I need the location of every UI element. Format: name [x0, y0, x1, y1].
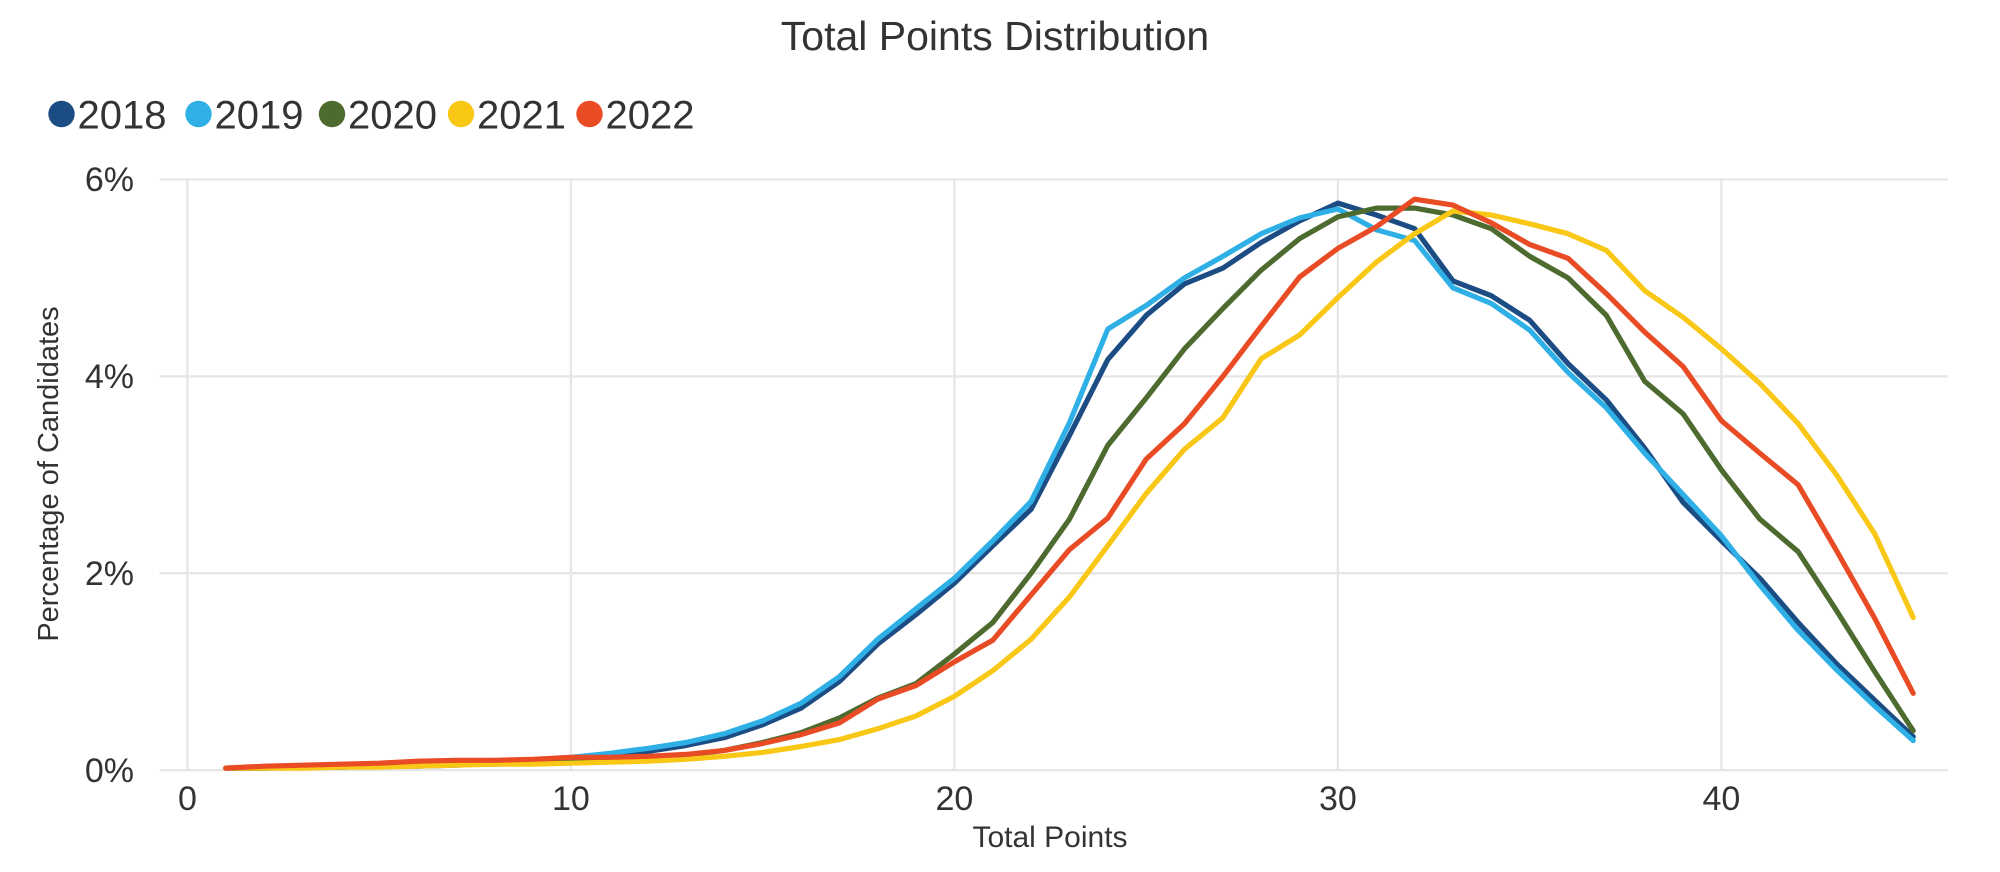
svg-text:0%: 0%	[85, 752, 134, 790]
svg-text:40: 40	[1702, 780, 1740, 818]
svg-text:Percentage of Candidates: Percentage of Candidates	[33, 306, 65, 641]
svg-text:2%: 2%	[85, 555, 134, 593]
svg-text:Total Points Distribution: Total Points Distribution	[781, 13, 1209, 59]
svg-text:20: 20	[935, 780, 973, 818]
svg-text:0: 0	[178, 780, 197, 818]
svg-text:2022: 2022	[606, 94, 695, 138]
svg-text:2019: 2019	[215, 94, 304, 138]
svg-text:Total Points: Total Points	[972, 821, 1127, 854]
svg-text:4%: 4%	[85, 358, 134, 396]
svg-text:10: 10	[552, 780, 590, 818]
svg-text:30: 30	[1319, 780, 1357, 818]
svg-text:2020: 2020	[348, 94, 437, 138]
svg-text:6%: 6%	[85, 161, 134, 199]
svg-text:2021: 2021	[477, 94, 566, 138]
svg-text:2018: 2018	[78, 94, 167, 138]
